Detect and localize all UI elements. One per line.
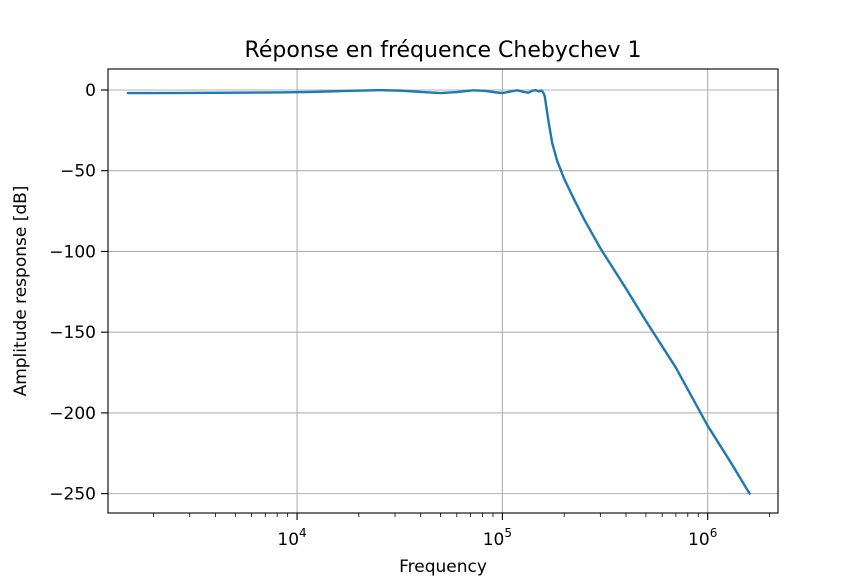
series-line — [126, 88, 751, 495]
x-tick-label: 106 — [688, 526, 717, 550]
grid — [108, 69, 778, 513]
plot-area — [126, 88, 751, 495]
x-tick-label: 104 — [277, 526, 306, 550]
x-axis-label: Frequency — [399, 557, 487, 576]
y-tick-label: −50 — [60, 162, 96, 182]
y-tick-label: −150 — [49, 323, 96, 343]
y-tick-label: −250 — [49, 485, 96, 505]
x-tick-label: 105 — [483, 526, 512, 550]
y-tick-label: −100 — [49, 242, 96, 262]
y-tick-label: −200 — [49, 404, 96, 424]
plot-frame — [107, 68, 779, 514]
y-axis-label: Amplitude response [dB] — [11, 186, 31, 397]
axis-ticks: 104 105 106 0 −50 −100 −150 −200 −250 — [49, 81, 770, 550]
chart-title: Réponse en fréquence Chebychev 1 — [245, 38, 642, 63]
y-tick-label: 0 — [85, 81, 96, 101]
